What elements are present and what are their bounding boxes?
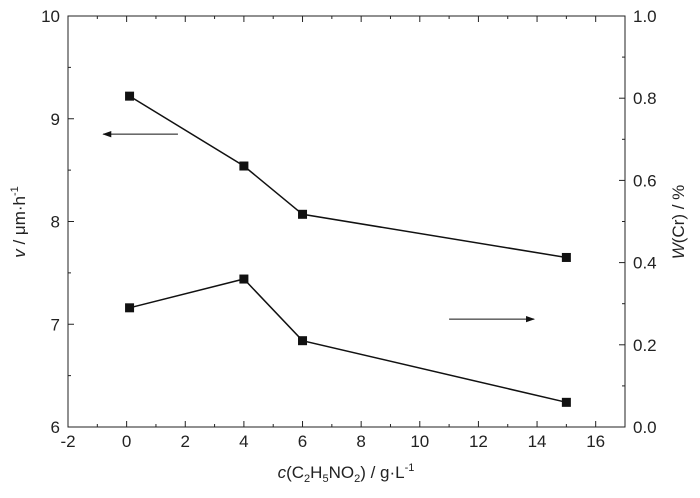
- data-point-s1-2: [239, 161, 249, 171]
- y-left-axis-label: v / μm·h-1: [9, 186, 29, 258]
- x-axis-label-sub1: 2: [304, 473, 310, 485]
- y-right-tick-label: 0.0: [633, 418, 657, 437]
- axis-tick-labels: -2 0 2 4 6 8 10 12 14 16 6 7 8 9 10 0.0 0.2 0.4 0.6 0.8 1.0: [41, 7, 657, 451]
- series-line-1: [129, 95, 567, 259]
- y-left-label-exp: -1: [9, 186, 21, 196]
- y-right-tick-label: 0.8: [633, 89, 657, 108]
- y-left-tick-label: 10: [41, 7, 60, 26]
- y-left-label-unit: / μm·h: [10, 196, 29, 249]
- y-left-tick-label: 9: [51, 110, 60, 129]
- x-tick-label: 12: [469, 432, 488, 451]
- data-point-s2-3: [298, 336, 308, 346]
- x-tick-label: 6: [298, 432, 307, 451]
- data-point-s1-4: [561, 252, 571, 262]
- x-axis-label-unit: ) / g·L: [360, 463, 404, 482]
- y-left-tick-label: 7: [51, 315, 60, 334]
- x-axis-label-symbol: c: [278, 463, 287, 482]
- y-right-label-symbol: W: [669, 241, 688, 259]
- y-right-tick-label: 0.6: [633, 171, 657, 190]
- x-tick-label: 8: [356, 432, 365, 451]
- x-axis-label-sub2: 5: [322, 473, 328, 485]
- y-right-label-unit: (Cr) / %: [669, 185, 688, 244]
- x-tick-label: 16: [586, 432, 605, 451]
- axis-ticks: [67, 15, 625, 428]
- data-series: [125, 91, 571, 407]
- y-right-tick-label: 0.2: [633, 336, 657, 355]
- y-left-tick-label: 6: [51, 418, 60, 437]
- data-point-s2-2: [239, 274, 249, 284]
- y-right-tick-label: 1.0: [633, 7, 657, 26]
- x-axis-label: c(C2H5NO2) / g·L-1: [278, 462, 415, 485]
- y-right-tick-label: 0.4: [633, 254, 657, 273]
- data-point-s1-1: [125, 91, 135, 101]
- x-tick-label: 4: [239, 432, 248, 451]
- series-line-2: [129, 278, 567, 404]
- x-axis-label-sub3: 2: [354, 473, 360, 485]
- x-axis-label-mid1: H: [310, 463, 322, 482]
- axis-indicator-arrows: [102, 131, 536, 323]
- x-tick-label: -2: [60, 432, 75, 451]
- data-point-s2-1: [125, 303, 135, 313]
- data-point-s1-3: [298, 209, 308, 219]
- y-left-label-symbol: v: [10, 248, 29, 258]
- x-tick-label: 0: [122, 432, 131, 451]
- x-tick-label: 2: [181, 432, 190, 451]
- x-axis-label-mid2: NO: [329, 463, 355, 482]
- x-tick-label: 14: [528, 432, 547, 451]
- x-tick-label: 10: [410, 432, 429, 451]
- x-axis-label-exp: -1: [405, 462, 415, 474]
- x-axis-label-open: (C: [286, 463, 304, 482]
- y-left-tick-label: 8: [51, 213, 60, 232]
- y-right-axis-label: W(Cr) / %: [669, 185, 688, 260]
- data-point-s2-4: [561, 397, 571, 407]
